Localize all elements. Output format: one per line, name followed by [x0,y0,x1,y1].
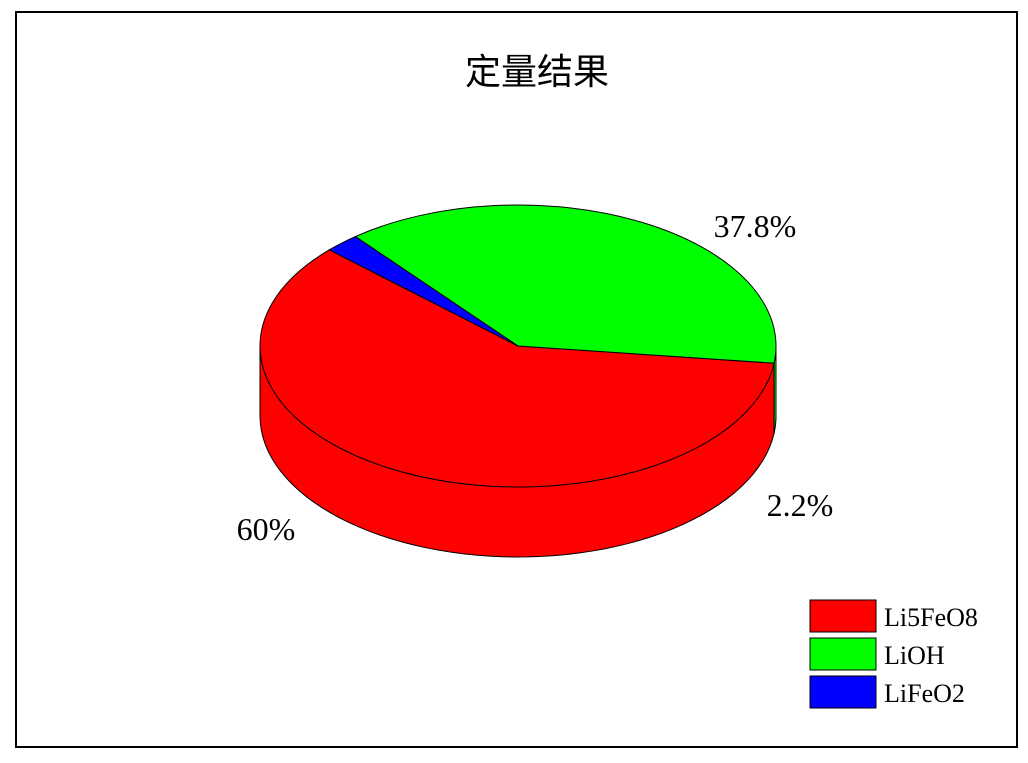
legend-label-lifeo2: LiFeO2 [884,679,965,708]
legend-swatch-lioh [809,637,877,671]
data-label-li5feo8: 60% [237,511,296,547]
pie-tops [259,204,777,488]
legend-label-lioh: LiOH [884,641,945,670]
legend: Li5FeO8 LiOH LiFeO2 [809,599,978,709]
legend-label-li5feo8: Li5FeO8 [884,603,978,632]
data-label-lifeo2: 2.2% [767,487,834,523]
legend-swatch-lifeo2 [809,675,877,709]
slice-lioh [354,204,777,364]
data-label-lioh: 37.8% [714,208,797,244]
slice-li5feo8 [259,249,775,488]
slice-lifeo2 [328,235,519,347]
legend-swatch-li5feo8 [809,599,877,633]
chart-title: 定量结果 [465,52,609,93]
pie-labels: 60% 37.8% 2.2% [237,208,834,547]
